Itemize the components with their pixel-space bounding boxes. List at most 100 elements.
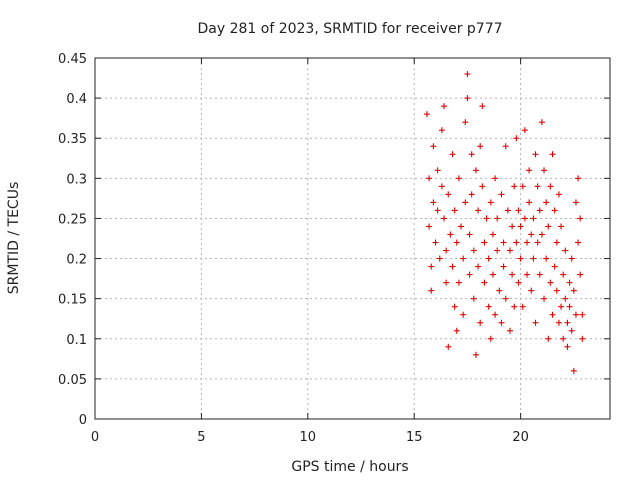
data-point <box>494 247 501 254</box>
x-tick-label: 20 <box>512 430 529 445</box>
data-point <box>549 151 556 158</box>
data-point <box>566 279 573 286</box>
data-point <box>547 183 554 190</box>
data-point <box>524 239 531 246</box>
x-axis-label: GPS time / hours <box>291 459 408 475</box>
data-point <box>449 151 456 158</box>
data-point <box>472 351 479 358</box>
data-point <box>543 199 550 206</box>
data-point <box>570 367 577 374</box>
data-point <box>530 215 537 222</box>
data-point <box>538 231 545 238</box>
data-point <box>543 255 550 262</box>
data-point <box>438 127 445 134</box>
data-point <box>579 335 586 342</box>
data-point <box>468 151 475 158</box>
data-point <box>483 215 490 222</box>
data-point <box>500 239 507 246</box>
data-point <box>504 207 511 214</box>
data-point <box>509 223 516 230</box>
data-point <box>487 335 494 342</box>
x-tick-label: 0 <box>91 430 99 445</box>
y-tick-label: 0.2 <box>66 253 87 268</box>
data-point <box>579 311 586 318</box>
data-point <box>506 247 513 254</box>
data-point <box>441 103 448 110</box>
data-point <box>558 223 565 230</box>
data-point <box>430 199 437 206</box>
data-point <box>487 199 494 206</box>
data-point <box>496 287 503 294</box>
data-point <box>502 143 509 150</box>
data-point <box>541 295 548 302</box>
data-point <box>498 319 505 326</box>
data-point <box>426 175 433 182</box>
data-point <box>515 207 522 214</box>
data-points <box>423 71 586 374</box>
x-tick-label: 10 <box>300 430 317 445</box>
data-point <box>447 231 454 238</box>
data-point <box>538 119 545 126</box>
data-point <box>517 255 524 262</box>
data-point <box>498 191 505 198</box>
data-point <box>462 199 469 206</box>
data-point <box>443 279 450 286</box>
data-point <box>568 327 575 334</box>
data-point <box>564 343 571 350</box>
y-axis-ticks: 0 0.05 0.1 0.15 0.2 0.25 0.3 0.35 0.4 0.45 <box>58 52 610 428</box>
data-point <box>472 167 479 174</box>
data-point <box>549 311 556 318</box>
data-point <box>555 191 562 198</box>
data-point <box>453 239 460 246</box>
data-point <box>532 151 539 158</box>
data-point <box>500 263 507 270</box>
y-tick-label: 0.1 <box>66 333 87 348</box>
y-tick-label: 0.15 <box>58 293 87 308</box>
data-point <box>560 335 567 342</box>
x-tick-label: 15 <box>406 430 423 445</box>
data-point <box>470 295 477 302</box>
plot-frame <box>94 57 611 420</box>
data-point <box>460 255 467 262</box>
data-point <box>451 207 458 214</box>
data-point <box>524 271 531 278</box>
data-point <box>438 183 445 190</box>
data-point <box>568 255 575 262</box>
data-point <box>489 231 496 238</box>
data-point <box>575 175 582 182</box>
data-point <box>532 319 539 326</box>
data-point <box>434 207 441 214</box>
data-point <box>492 311 499 318</box>
grid <box>95 58 610 419</box>
data-point <box>509 271 516 278</box>
data-point <box>455 175 462 182</box>
data-point <box>513 239 520 246</box>
data-point <box>506 327 513 334</box>
data-point <box>519 183 526 190</box>
data-point <box>455 279 462 286</box>
data-point <box>445 343 452 350</box>
data-point <box>432 239 439 246</box>
data-point <box>451 303 458 310</box>
data-point <box>562 295 569 302</box>
data-point <box>426 223 433 230</box>
data-point <box>511 183 518 190</box>
data-point <box>423 111 430 118</box>
data-point <box>470 247 477 254</box>
y-tick-label: 0.05 <box>58 373 87 388</box>
data-point <box>575 239 582 246</box>
data-point <box>577 271 584 278</box>
data-point <box>475 263 482 270</box>
data-point <box>466 231 473 238</box>
y-tick-label: 0.45 <box>58 52 87 67</box>
data-point <box>468 191 475 198</box>
data-point <box>526 167 533 174</box>
data-point <box>485 255 492 262</box>
data-point <box>489 271 496 278</box>
data-point <box>477 319 484 326</box>
data-point <box>558 303 565 310</box>
data-point <box>545 335 552 342</box>
data-point <box>515 279 522 286</box>
data-point <box>445 191 452 198</box>
data-point <box>481 279 488 286</box>
